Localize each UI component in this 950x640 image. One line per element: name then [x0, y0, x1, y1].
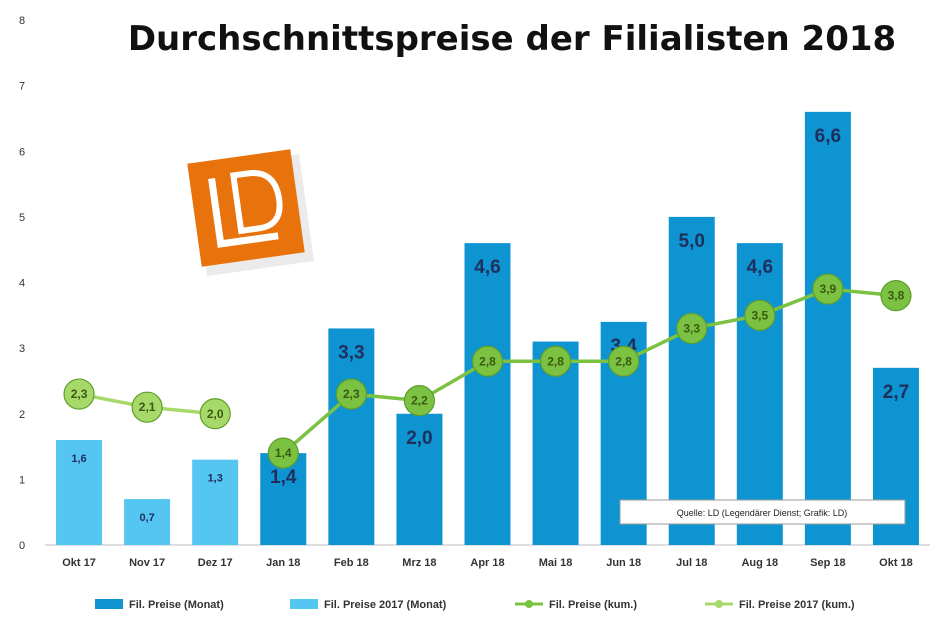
x-tick-label: Mai 18	[539, 557, 573, 569]
legend-label: Fil. Preise 2017 (kum.)	[739, 599, 855, 611]
legend: Fil. Preise (Monat) Fil. Preise 2017 (Mon…	[95, 599, 855, 611]
legend-swatch-marker	[715, 600, 723, 608]
y-tick-label: 6	[19, 146, 25, 158]
line-point	[676, 312, 708, 345]
line-point	[267, 437, 299, 469]
line-value-label: 2,3	[343, 387, 360, 401]
line-point	[812, 273, 844, 305]
line-value-label: 2,3	[71, 387, 88, 401]
chart-title: Durchschnittspreise der Filialisten 2018	[128, 19, 896, 59]
bar-value-label: 5,0	[679, 231, 705, 252]
x-tick-label: Okt 17	[62, 557, 96, 569]
legend-swatch	[95, 599, 123, 609]
y-tick-label: 3	[19, 343, 25, 355]
line-point	[335, 378, 367, 410]
line-layer: 1,4 2,3 2,2 2,8 2,8 2,8 3,3 3,5 3,9 3,8 2,3 2,1 2,0	[63, 273, 912, 469]
line-value-label: 3,3	[683, 321, 700, 335]
bar	[192, 459, 239, 545]
legend-label: Fil. Preise (kum.)	[549, 599, 637, 611]
bar	[328, 328, 375, 545]
line-value-label: 2,8	[479, 354, 496, 368]
legend-swatch-marker	[525, 600, 533, 608]
ld-logo-background	[187, 149, 305, 267]
x-tick-label: Dez 17	[198, 557, 233, 569]
line-point	[403, 385, 436, 417]
x-tick-label: Mrz 18	[402, 557, 436, 569]
bar-value-label: 1,6	[71, 453, 86, 465]
legend-label: Fil. Preise 2017 (Monat)	[324, 599, 447, 611]
line-value-label: 2,1	[139, 400, 156, 414]
line-point	[63, 378, 95, 410]
ld-logo	[187, 149, 315, 277]
x-tick-label: Jun 18	[606, 557, 641, 569]
x-tick-label: Aug 18	[741, 557, 778, 569]
y-tick-label: 7	[19, 81, 25, 93]
bar-value-label: 3,3	[338, 342, 364, 363]
x-tick-label: Jul 18	[676, 557, 707, 569]
bar-layer: 1,43,32,04,63,13,45,04,66,62,71,60,71,3	[56, 111, 919, 545]
bar-value-label: 4,6	[747, 257, 773, 278]
line-value-label: 2,8	[615, 354, 632, 368]
bar-value-label: 2,7	[883, 382, 909, 403]
line-value-label: 3,5	[751, 308, 768, 322]
x-tick-label: Okt 18	[879, 557, 913, 569]
line-value-label: 2,0	[207, 407, 224, 421]
bar	[56, 440, 103, 545]
source-note-background	[619, 499, 906, 525]
line-point	[199, 398, 231, 430]
bar	[124, 499, 171, 545]
line-point	[608, 345, 640, 377]
y-tick-label: 0	[19, 540, 25, 552]
legend-swatch	[290, 599, 318, 609]
y-tick-label: 8	[19, 15, 25, 27]
y-tick-label: 4	[19, 278, 25, 290]
line-value-label: 3,8	[888, 289, 905, 303]
bar-value-label: 1,4	[270, 467, 297, 488]
bar-value-label: 2,0	[406, 428, 432, 449]
bar	[464, 243, 511, 545]
bar-value-label: 4,6	[474, 257, 500, 278]
line-value-label: 1,4	[275, 446, 292, 460]
line-value-label: 2,2	[411, 394, 428, 408]
x-tick-label: Sep 18	[810, 557, 845, 569]
y-tick-label: 5	[19, 212, 25, 224]
y-tick-label: 2	[19, 409, 25, 421]
bar	[804, 111, 851, 545]
line-point	[131, 391, 163, 423]
bar-value-label: 6,6	[815, 126, 841, 147]
y-tick-label: 1	[19, 474, 25, 486]
bar	[396, 413, 443, 545]
x-tick-label: Feb 18	[334, 557, 369, 569]
bar-value-label: 1,3	[208, 473, 223, 485]
line-point	[880, 280, 912, 312]
x-tick-label: Nov 17	[129, 557, 165, 569]
x-tick-label: Jan 18	[266, 557, 300, 569]
series-line	[282, 287, 897, 455]
bar-value-label: 0,7	[139, 512, 154, 524]
x-tick-label: Apr 18	[470, 557, 504, 569]
source-note-box: Quelle: LD (Legendärer Dienst; Grafik: L…	[619, 499, 906, 525]
line-point	[471, 345, 504, 377]
legend-label: Fil. Preise (Monat)	[129, 599, 224, 611]
source-note: Quelle: LD (Legendärer Dienst; Grafik: L…	[677, 508, 848, 518]
ld-logo-l-shape	[208, 178, 279, 248]
line-value-label: 2,8	[547, 354, 564, 368]
line-value-label: 3,9	[820, 282, 837, 296]
bar	[668, 216, 715, 545]
bar	[736, 243, 783, 545]
line-point	[539, 345, 572, 377]
line-point	[744, 299, 776, 331]
ld-logo-d-shape	[229, 170, 283, 235]
